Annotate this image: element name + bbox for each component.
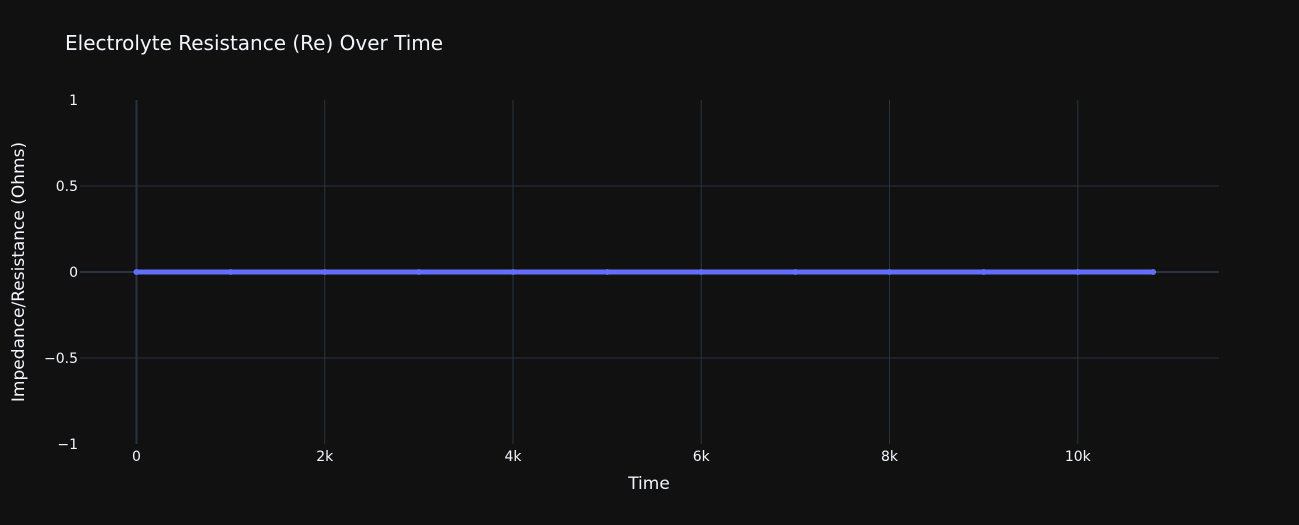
x-tick-label: 10k [1065, 449, 1092, 465]
y-tick-label: −0.5 [44, 351, 78, 367]
y-axis-ticks: 1 0.5 0 −0.5 −1 [44, 93, 78, 453]
series-layer [133, 269, 1157, 275]
data-point [980, 269, 987, 275]
chart-title: Electrolyte Resistance (Re) Over Time [65, 31, 443, 55]
data-point [133, 269, 140, 275]
y-tick-label: 0 [69, 265, 78, 281]
data-point [886, 269, 893, 275]
data-point [321, 269, 328, 275]
x-tick-label: 0 [132, 449, 141, 465]
x-axis-ticks: 0 2k 4k 6k 8k 10k [132, 449, 1092, 465]
y-tick-label: 0.5 [56, 179, 78, 195]
data-point [510, 269, 517, 275]
x-axis-title: Time [627, 474, 670, 494]
x-tick-label: 8k [881, 449, 899, 465]
x-tick-label: 6k [693, 449, 711, 465]
y-tick-label: −1 [57, 437, 78, 453]
data-point [1150, 269, 1157, 275]
x-tick-label: 4k [505, 449, 523, 465]
data-point [698, 269, 705, 275]
data-point [792, 269, 799, 275]
y-tick-label: 1 [69, 93, 78, 109]
data-point [1074, 269, 1081, 275]
data-point [415, 269, 422, 275]
x-tick-label: 2k [316, 449, 334, 465]
y-axis-title: Impedance/Resistance (Ohms) [9, 142, 29, 402]
data-point [604, 269, 611, 275]
data-point [227, 269, 234, 275]
